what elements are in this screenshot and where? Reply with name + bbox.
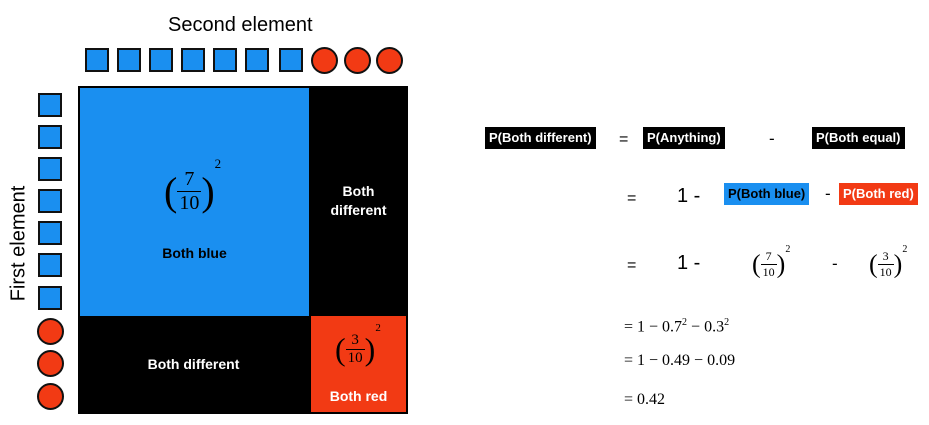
both-red-region: (3 10)2 Both red [311, 316, 406, 412]
red-circle-marker [37, 383, 64, 410]
blue-square-marker [38, 286, 62, 310]
p-anything-term: P(Anything) [643, 127, 725, 149]
both-different-label-right: Both different [330, 183, 387, 218]
blue-square-marker [38, 253, 62, 277]
equals-sign: = [619, 131, 629, 148]
both-different-region-right: Both different [309, 86, 408, 316]
blue-square-marker [38, 189, 62, 213]
blue-square-marker [38, 93, 62, 117]
blue-square-marker [38, 221, 62, 245]
p-both-different-term: P(Both different) [485, 127, 596, 149]
decimal-values-line: = 1 − 0.49 − 0.09 [624, 352, 736, 369]
p-both-blue-term: P(Both blue) [724, 183, 810, 205]
both-blue-label: Both blue [162, 245, 227, 261]
final-result-line: = 0.42 [624, 391, 666, 408]
minus-sign: - [832, 254, 838, 273]
one-minus: 1 - [677, 185, 701, 207]
decimal-squares-line: = 1 − 0.72 − 0.32 [624, 317, 730, 336]
side-axis-label: First element [7, 185, 30, 302]
minus-sign: - [769, 129, 775, 148]
red-circle-marker [37, 350, 64, 377]
both-different-label-bottom: Both different [147, 356, 240, 372]
equals-sign: = [627, 190, 637, 207]
blue-square-marker [38, 157, 62, 181]
red-circle-marker [311, 47, 338, 74]
p-both-red-term: P(Both red) [839, 183, 918, 205]
p-both-equal-term: P(Both equal) [812, 127, 905, 149]
blue-square-marker [279, 48, 303, 72]
red-circle-marker [376, 47, 403, 74]
red-circle-marker [37, 318, 64, 345]
both-blue-region: (7 10)2 Both blue [80, 88, 309, 316]
both-red-label: Both red [329, 388, 388, 404]
blue-square-marker [181, 48, 205, 72]
blue-square-marker [149, 48, 173, 72]
minus-sign: - [825, 184, 831, 203]
blue-square-marker [38, 125, 62, 149]
equals-sign: = [627, 257, 637, 274]
blue-square-marker [117, 48, 141, 72]
both-blue-probability: (7 10)2 [164, 156, 222, 214]
blue-square-marker [85, 48, 109, 72]
probability-grid: (7 10)2 Both blue Both different Both dif… [78, 86, 408, 414]
seven-tenths-squared: (7 10)2 [752, 244, 791, 279]
top-axis-label: Second element [168, 14, 313, 36]
both-different-region-bottom: Both different [78, 316, 309, 414]
three-tenths-squared: (3 10)2 [869, 244, 908, 279]
both-red-probability: (3 10)2 [335, 322, 381, 367]
blue-square-marker [213, 48, 237, 72]
blue-square-marker [245, 48, 269, 72]
red-circle-marker [344, 47, 371, 74]
one-minus: 1 - [677, 252, 701, 274]
